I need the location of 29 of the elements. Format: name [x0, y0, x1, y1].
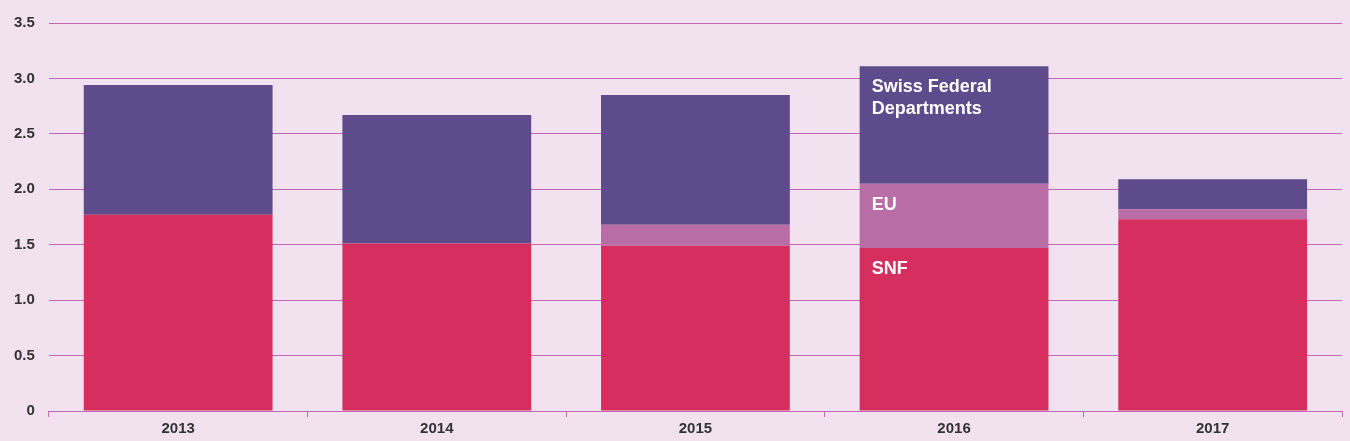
- bar: [342, 243, 532, 411]
- y-tick-label: 1.0: [13, 290, 35, 308]
- y-tick-label: 0: [26, 401, 35, 419]
- x-tick-label: 2014: [420, 419, 455, 437]
- bar: [601, 245, 790, 411]
- series-label: SNF: [871, 258, 908, 279]
- series-label: EU: [871, 193, 897, 214]
- bar: [859, 66, 1049, 184]
- bar: [1118, 209, 1308, 220]
- bar: [83, 214, 273, 411]
- bar: [342, 115, 532, 244]
- x-tick-label: 2017: [1196, 419, 1230, 437]
- bar: [1118, 179, 1308, 210]
- y-tick-label: 2.0: [13, 179, 35, 197]
- y-tick-label: 3.5: [13, 13, 35, 31]
- series-label: Swiss Federal Departments: [871, 76, 992, 119]
- x-tick-label: 2013: [161, 419, 195, 437]
- x-tick-label: 2016: [937, 419, 971, 437]
- bar: [859, 248, 1049, 411]
- bar: [1118, 219, 1308, 411]
- bar: [601, 95, 790, 225]
- y-tick-label: 3.0: [13, 68, 35, 86]
- bar: [859, 183, 1049, 249]
- bar: [83, 85, 273, 215]
- bar: [601, 224, 790, 246]
- x-tick-label: 2015: [678, 419, 713, 437]
- y-tick-label: 0.5: [13, 345, 35, 363]
- y-tick-label: 1.5: [13, 234, 35, 252]
- y-tick-label: 2.5: [13, 124, 35, 141]
